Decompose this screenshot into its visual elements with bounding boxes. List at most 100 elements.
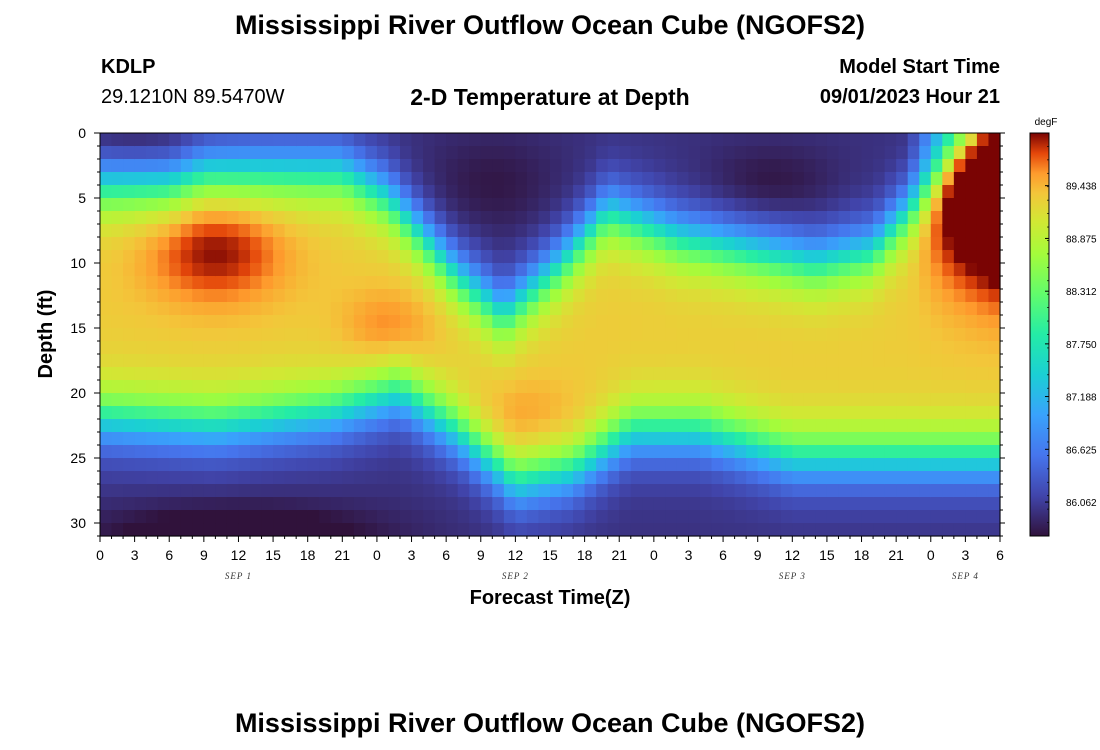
heatmap-cell xyxy=(757,276,770,290)
heatmap-cell xyxy=(457,263,470,277)
heatmap-cell xyxy=(884,133,897,147)
heatmap-cell xyxy=(965,146,978,160)
heatmap-cell xyxy=(215,198,228,212)
heatmap-cell xyxy=(434,393,447,407)
heatmap-cell xyxy=(861,445,874,459)
heatmap-cell xyxy=(100,380,113,394)
heatmap-cell xyxy=(573,133,586,147)
heatmap-cell xyxy=(550,445,563,459)
heatmap-cell xyxy=(250,484,263,498)
heatmap-cell xyxy=(100,510,113,524)
heatmap-cell xyxy=(273,419,286,433)
heatmap-cell xyxy=(792,432,805,446)
heatmap-cell xyxy=(630,445,643,459)
heatmap-cell xyxy=(596,211,609,225)
heatmap-cell xyxy=(446,406,459,420)
heatmap-cell xyxy=(157,185,170,199)
heatmap-cell xyxy=(400,146,413,160)
heatmap-cell xyxy=(584,289,597,303)
heatmap-cell xyxy=(446,211,459,225)
heatmap-cell xyxy=(780,159,793,173)
heatmap-cell xyxy=(146,133,159,147)
heatmap-cell xyxy=(400,133,413,147)
heatmap-cell xyxy=(550,341,563,355)
heatmap-cell xyxy=(734,523,747,537)
heatmap-cell xyxy=(376,380,390,394)
heatmap-cell xyxy=(250,471,263,485)
heatmap-cell xyxy=(584,146,597,160)
heatmap-cell xyxy=(100,497,113,511)
heatmap-cell xyxy=(942,380,955,394)
heatmap-cell xyxy=(100,263,113,277)
heatmap-cell xyxy=(250,159,263,173)
x-tick-label: 3 xyxy=(685,547,693,563)
heatmap-cell xyxy=(757,289,770,303)
heatmap-cell xyxy=(284,146,297,160)
heatmap-cell xyxy=(100,419,113,433)
x-tick-label: 6 xyxy=(442,547,450,563)
heatmap-cell xyxy=(169,250,182,264)
heatmap-cell xyxy=(607,289,620,303)
heatmap-cell xyxy=(711,341,724,355)
heatmap-cell xyxy=(769,497,782,511)
heatmap-cell xyxy=(596,224,609,238)
heatmap-cell xyxy=(988,198,1001,212)
heatmap-cell xyxy=(711,445,724,459)
x-tick-label: 12 xyxy=(508,547,524,563)
heatmap-cell xyxy=(515,237,528,251)
heatmap-cell xyxy=(930,237,943,251)
heatmap-cell xyxy=(769,302,782,316)
heatmap-cell xyxy=(665,445,678,459)
heatmap-cell xyxy=(803,315,816,329)
heatmap-cell xyxy=(100,406,113,420)
heatmap-cell xyxy=(515,497,528,511)
heatmap-cell xyxy=(676,354,690,368)
heatmap-cell xyxy=(607,302,620,316)
heatmap-cell xyxy=(573,523,586,537)
heatmap-cell xyxy=(780,172,793,186)
heatmap-cell xyxy=(526,458,540,472)
heatmap-cell xyxy=(203,497,216,511)
heatmap-cell xyxy=(261,484,274,498)
heatmap-cell xyxy=(215,276,228,290)
heatmap-cell xyxy=(953,484,966,498)
heatmap-cell xyxy=(215,484,228,498)
heatmap-cell xyxy=(630,471,643,485)
heatmap-cell xyxy=(238,328,251,342)
heatmap-cell xyxy=(123,510,136,524)
heatmap-cell xyxy=(930,159,943,173)
heatmap-cell xyxy=(365,198,378,212)
heatmap-cell xyxy=(273,159,286,173)
heatmap-cell xyxy=(457,484,470,498)
heatmap-cell xyxy=(976,237,990,251)
heatmap-cell xyxy=(792,159,805,173)
heatmap-cell xyxy=(261,211,274,225)
heatmap-cell xyxy=(584,315,597,329)
heatmap-cell xyxy=(780,471,793,485)
heatmap-cell xyxy=(596,484,609,498)
heatmap-cell xyxy=(169,432,182,446)
heatmap-cell xyxy=(792,198,805,212)
heatmap-cell xyxy=(446,315,459,329)
heatmap-cell xyxy=(780,523,793,537)
heatmap-cell xyxy=(630,393,643,407)
station-coordinates: 29.1210N 89.5470W xyxy=(101,86,285,108)
heatmap-cell xyxy=(457,276,470,290)
heatmap-cell xyxy=(503,354,516,368)
heatmap-cell xyxy=(561,224,574,238)
heatmap-cell xyxy=(919,146,932,160)
heatmap-cell xyxy=(192,185,205,199)
heatmap-cell xyxy=(353,211,366,225)
heatmap-cell xyxy=(492,354,505,368)
heatmap-cell xyxy=(365,302,378,316)
heatmap-cell xyxy=(757,419,770,433)
heatmap-cell xyxy=(942,302,955,316)
heatmap-cell xyxy=(526,354,540,368)
heatmap-cell xyxy=(273,172,286,186)
heatmap-cell xyxy=(573,185,586,199)
heatmap-cell xyxy=(100,367,113,381)
heatmap-cell xyxy=(769,224,782,238)
heatmap-cell xyxy=(330,315,343,329)
heatmap-cell xyxy=(457,289,470,303)
heatmap-cell xyxy=(330,250,343,264)
